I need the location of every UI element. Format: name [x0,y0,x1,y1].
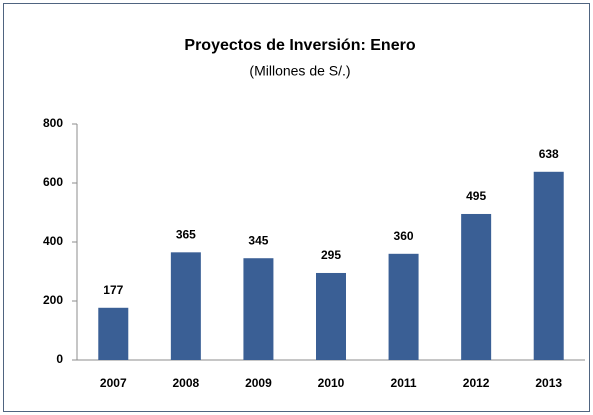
bar [388,253,419,360]
data-label: 177 [103,283,123,297]
bar [316,272,346,360]
x-tick-label: 2012 [463,376,490,390]
bar [461,213,492,360]
data-label: 365 [176,227,196,241]
chart-title: Proyectos de Inversión: Enero [184,37,415,54]
data-label: 345 [248,233,268,247]
y-tick-label: 600 [43,175,63,189]
x-tick-label: 2009 [245,376,272,390]
bar [98,307,129,360]
chart-subtitle: (Millones de S/.) [249,63,350,79]
y-tick-label: 200 [43,293,63,307]
y-tick-label: 400 [43,234,63,248]
data-label: 638 [539,147,559,161]
x-tick-label: 2013 [535,376,562,390]
x-tick-label: 2007 [100,376,127,390]
data-label: 295 [321,248,341,262]
y-tick-label: 800 [43,116,63,130]
data-label: 495 [466,189,486,203]
bar [243,258,274,360]
x-tick-label: 2011 [391,376,417,390]
bar [533,171,564,360]
x-tick-label: 2008 [173,376,200,390]
data-label: 360 [394,229,414,243]
bar [170,252,201,360]
x-tick-label: 2010 [318,376,345,390]
y-tick-label: 0 [56,352,63,366]
